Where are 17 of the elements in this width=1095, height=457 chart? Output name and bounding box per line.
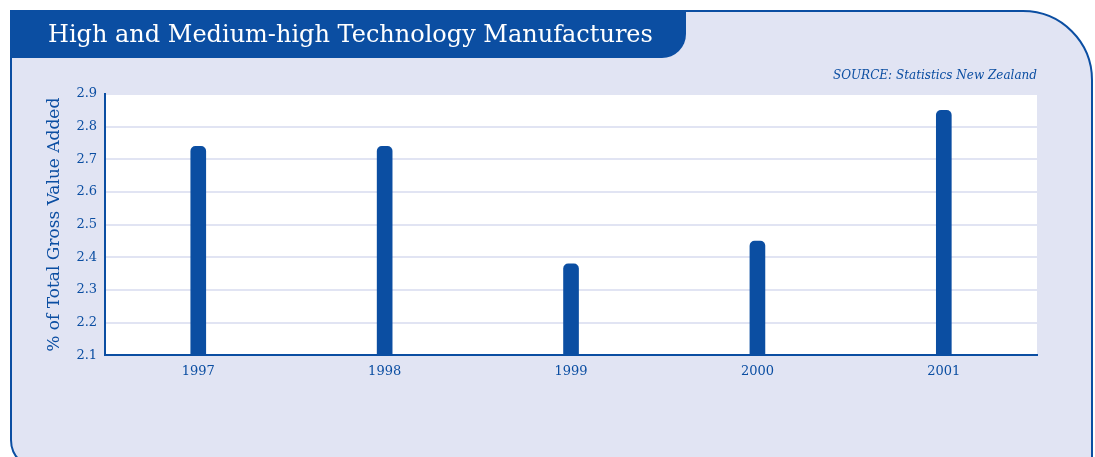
- x-tick-label: 2001: [927, 362, 961, 378]
- y-tick-label: 2.4: [76, 248, 98, 264]
- x-tick-label: 1998: [368, 362, 402, 378]
- y-tick-label: 2.7: [76, 150, 98, 166]
- y-tick-label: 2.2: [76, 314, 98, 330]
- y-tick-label: 2.1: [76, 346, 98, 362]
- y-tick-label: 2.5: [76, 216, 98, 232]
- y-tick-label: 2.9: [76, 85, 98, 101]
- x-tick-label: 1997: [181, 362, 215, 378]
- y-tick-label: 2.3: [76, 281, 98, 297]
- y-tick-label: 2.8: [76, 118, 98, 134]
- y-tick-label: 2.6: [76, 183, 98, 199]
- x-tick-label: 1999: [554, 362, 588, 378]
- chart-title: High and Medium-high Technology Manufactures: [48, 20, 653, 48]
- x-tick-label: 2000: [740, 362, 774, 378]
- source-note: SOURCE: Statistics New Zealand: [832, 68, 1037, 82]
- y-axis-title: % of Total Gross Value Added: [42, 97, 63, 352]
